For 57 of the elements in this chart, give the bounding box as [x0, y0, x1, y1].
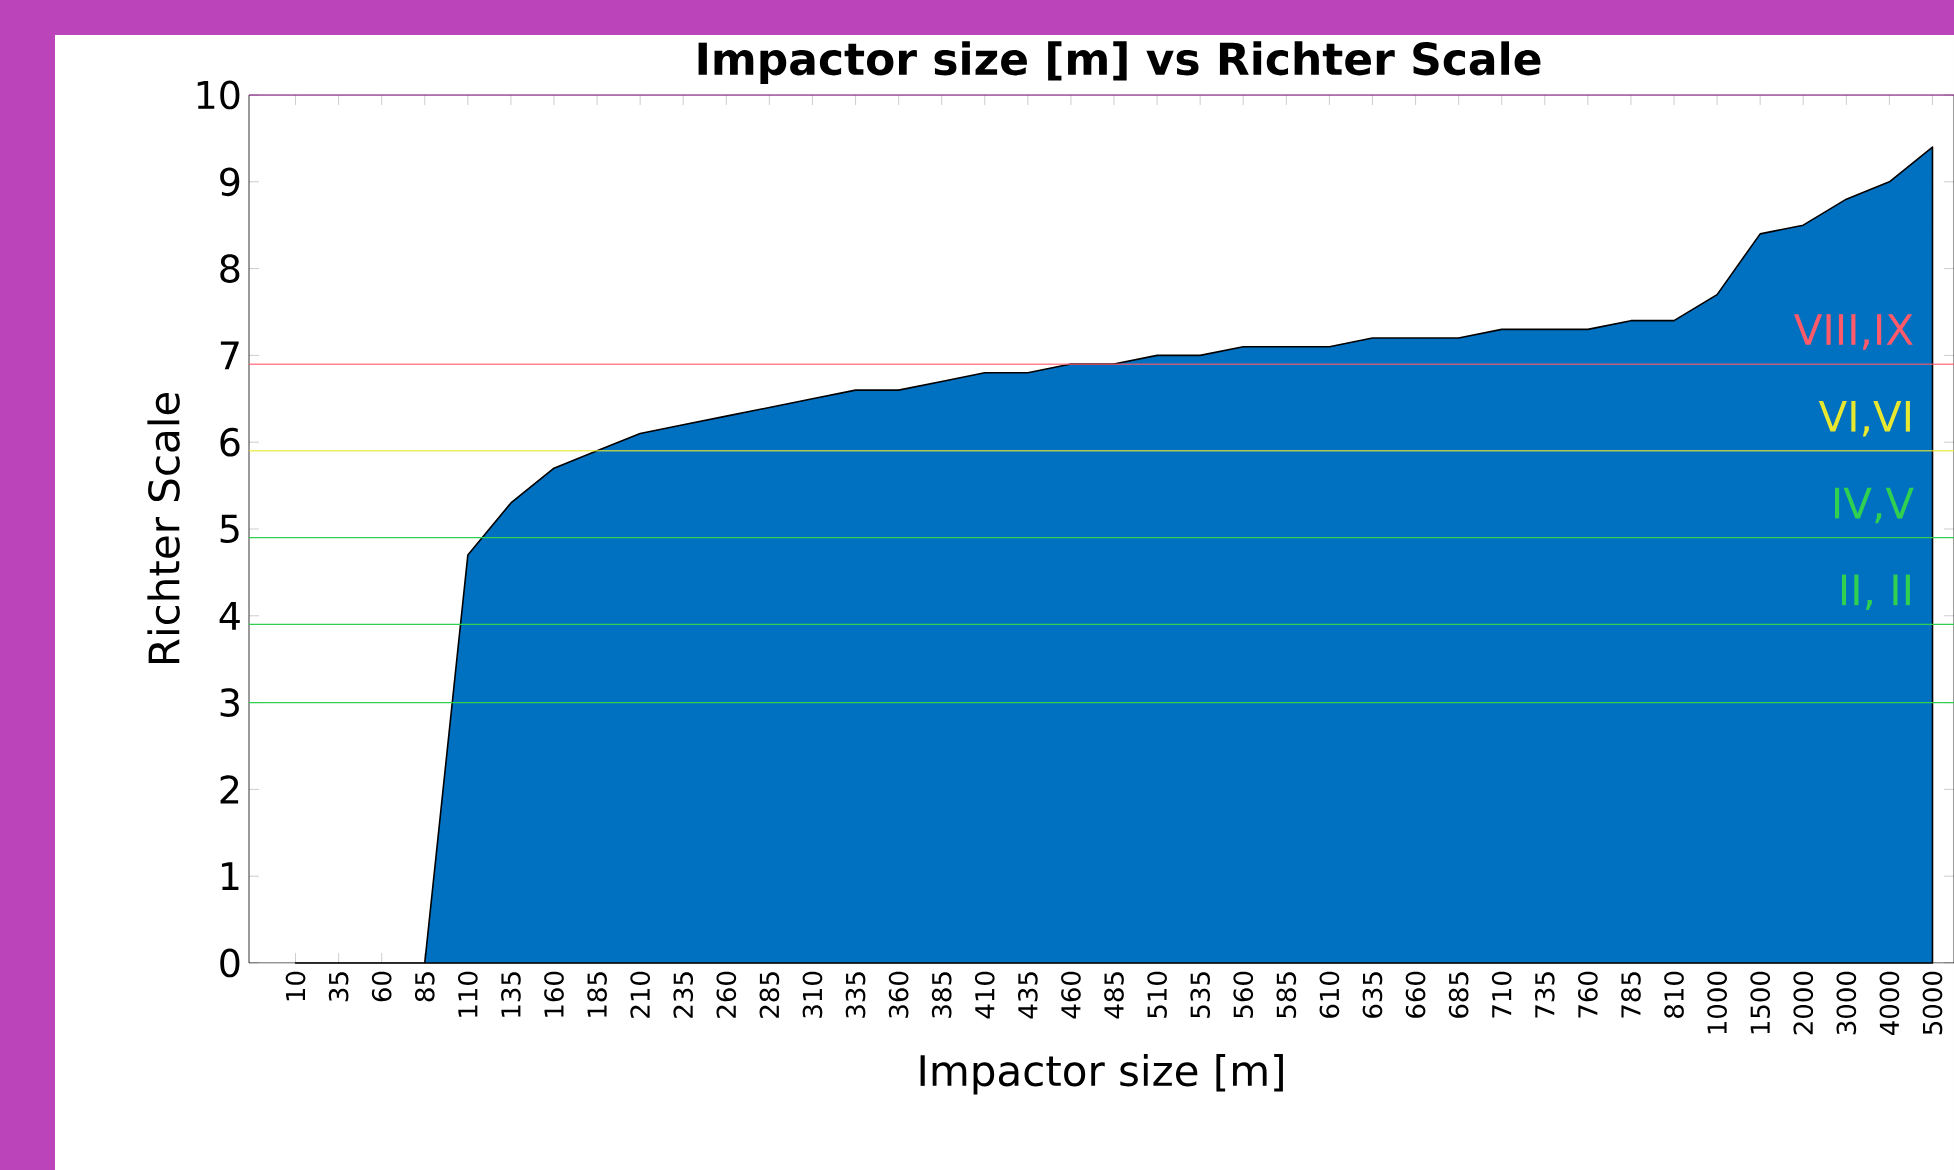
x-axis-title: Impactor size [m] — [920, 1053, 1283, 1095]
x-tick-label: 35 — [328, 972, 349, 1002]
x-tick-label: 385 — [931, 972, 952, 1018]
x-tick-label: 260 — [716, 971, 737, 1018]
x-tick-label: 210 — [630, 971, 650, 1018]
x-tick-label: 4000 — [1879, 971, 1900, 1035]
chart-title: Impactor size [m] vs Richter Scale — [698, 41, 1541, 84]
y-tick-label: 4 — [219, 601, 240, 630]
ref-line-label: II, II — [1841, 574, 1910, 611]
y-tick-label: 0 — [220, 948, 240, 978]
y-tick-label: 9 — [220, 167, 240, 197]
y-tick-label: 8 — [220, 254, 240, 283]
x-tick-label: 460 — [1061, 971, 1081, 1019]
x-tick-label: 235 — [673, 972, 694, 1018]
x-tick-label: 335 — [845, 972, 866, 1018]
y-tick-label: 1 — [221, 862, 239, 891]
x-tick-label: 5000 — [1922, 971, 1943, 1035]
y-tick-label: 3 — [220, 688, 239, 717]
x-tick-label: 135 — [501, 972, 521, 1017]
x-tick-label: 185 — [587, 972, 607, 1017]
x-tick-label: 810 — [1664, 971, 1684, 1018]
x-tick-label: 610 — [1319, 971, 1340, 1018]
y-tick-label: 5 — [220, 514, 239, 544]
x-tick-label: 710 — [1491, 971, 1512, 1018]
y-tick-label: 7 — [220, 341, 239, 370]
x-tick-label: 785 — [1621, 972, 1641, 1018]
x-tick-label: 485 — [1104, 972, 1124, 1019]
x-tick-label: 60 — [371, 971, 392, 1002]
ref-line-label: VIII,IX — [1793, 314, 1913, 350]
x-tick-label: 110 — [458, 971, 478, 1017]
x-tick-label: 435 — [1018, 972, 1038, 1019]
x-tick-label: 635 — [1362, 972, 1383, 1018]
x-tick-label: 560 — [1233, 971, 1254, 1018]
x-tick-label: 1500 — [1750, 971, 1771, 1034]
x-tick-label: 585 — [1276, 972, 1297, 1018]
x-tick-label: 285 — [759, 972, 780, 1018]
x-tick-label: 760 — [1578, 971, 1598, 1018]
x-tick-label: 2000 — [1793, 971, 1814, 1035]
x-tick-label: 160 — [544, 971, 564, 1017]
y-axis-title: Richter Scale — [147, 392, 180, 664]
ref-line-label: IV,V — [1834, 487, 1914, 524]
x-tick-label: 3000 — [1836, 971, 1857, 1035]
y-tick-label: 10 — [197, 80, 240, 110]
x-tick-label: 660 — [1405, 971, 1426, 1018]
ref-line-label: VI,VI — [1818, 400, 1910, 437]
x-tick-label: 735 — [1534, 972, 1555, 1018]
x-tick-label: 360 — [888, 971, 909, 1018]
x-tick-label: 85 — [414, 972, 435, 1002]
x-tick-label: 535 — [1190, 972, 1210, 1018]
x-tick-label: 510 — [1147, 971, 1167, 1018]
x-tick-label: 685 — [1448, 972, 1469, 1018]
x-tick-label: 10 — [285, 971, 306, 1001]
y-tick-label: 2 — [220, 775, 239, 804]
x-tick-label: 310 — [802, 971, 823, 1018]
x-tick-label: 1000 — [1707, 971, 1727, 1034]
y-tick-label: 6 — [220, 427, 240, 457]
x-tick-label: 410 — [974, 971, 995, 1019]
